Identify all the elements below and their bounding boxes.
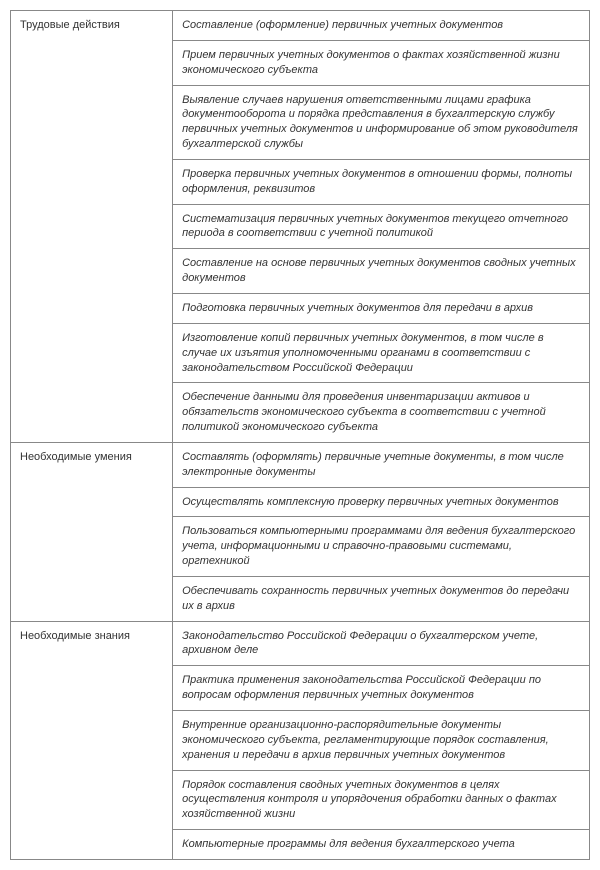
section-item: Составление (оформление) первичных учетн… [173,11,590,41]
standards-table: Трудовые действия Составление (оформлени… [10,10,590,860]
section-label: Трудовые действия [11,11,173,443]
section-item: Прием первичных учетных документов о фак… [173,40,590,85]
section-item: Изготовление копий первичных учетных док… [173,323,590,383]
section-label: Необходимые знания [11,621,173,859]
table-row: Необходимые знания Законодательство Росс… [11,621,590,666]
section-item: Практика применения законодательства Рос… [173,666,590,711]
section-label: Необходимые умения [11,442,173,621]
table-body: Трудовые действия Составление (оформлени… [11,11,590,860]
section-item: Проверка первичных учетных документов в … [173,159,590,204]
section-item: Законодательство Российской Федерации о … [173,621,590,666]
section-item: Подготовка первичных учетных документов … [173,293,590,323]
table-row: Трудовые действия Составление (оформлени… [11,11,590,41]
section-item: Внутренние организационно-распорядительн… [173,711,590,771]
section-item: Компьютерные программы для ведения бухга… [173,830,590,860]
table-row: Необходимые умения Составлять (оформлять… [11,442,590,487]
section-item: Осуществлять комплексную проверку первич… [173,487,590,517]
section-item: Составление на основе первичных учетных … [173,249,590,294]
section-item: Систематизация первичных учетных докумен… [173,204,590,249]
section-item: Выявление случаев нарушения ответственны… [173,85,590,159]
section-item: Обеспечивать сохранность первичных учетн… [173,576,590,621]
section-item: Пользоваться компьютерными программами д… [173,517,590,577]
section-item: Обеспечение данными для проведения инвен… [173,383,590,443]
section-item: Составлять (оформлять) первичные учетные… [173,442,590,487]
